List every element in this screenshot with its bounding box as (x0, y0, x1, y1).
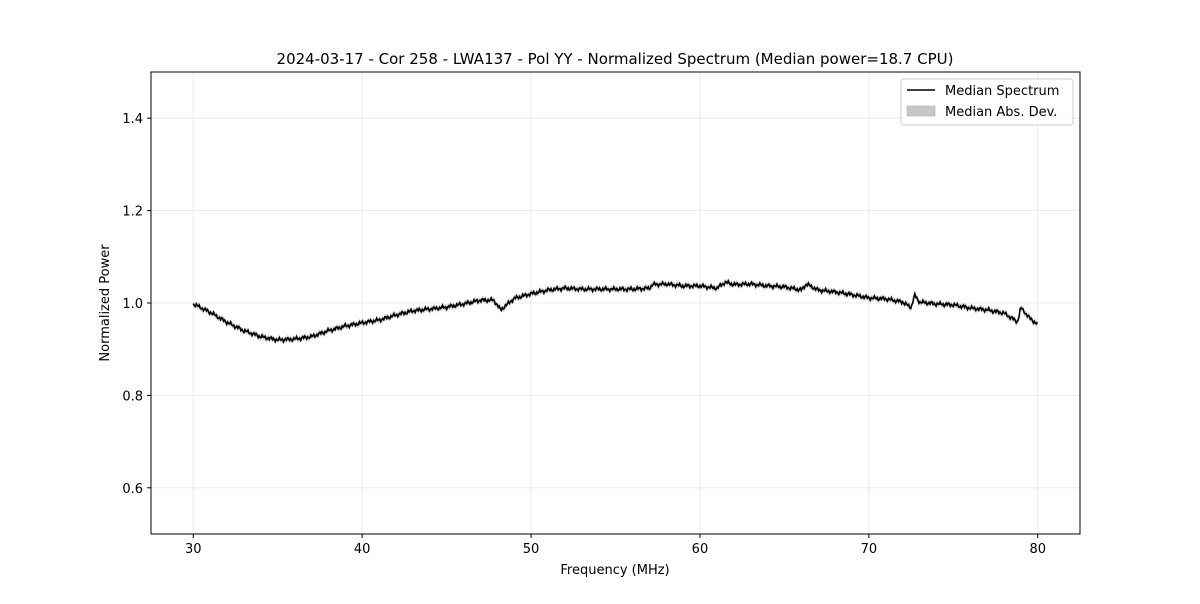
legend-box (900, 78, 1074, 126)
legend-label-median-spectrum: Median Spectrum (945, 84, 1059, 99)
y-tick-label: 1.4 (122, 112, 143, 127)
y-tick-label: 0.8 (122, 389, 143, 404)
mad-band (193, 278, 1038, 345)
legend-label-mad: Median Abs. Dev. (945, 105, 1057, 120)
y-tick-label: 0.6 (122, 482, 143, 497)
x-tick-label: 60 (692, 542, 709, 557)
x-axis-label: Frequency (MHz) (560, 563, 669, 578)
x-tick-label: 50 (523, 542, 540, 557)
y-axis-ticks: 0.6 0.8 1.0 1.2 1.4 (122, 112, 151, 497)
x-tick-label: 70 (861, 542, 878, 557)
x-tick-label: 80 (1029, 542, 1046, 557)
legend: Median Spectrum Median Abs. Dev. (900, 78, 1074, 126)
x-axis-ticks: 30 40 50 60 70 80 (185, 534, 1046, 557)
y-axis-label: Normalized Power (98, 244, 113, 362)
x-tick-label: 40 (354, 542, 371, 557)
y-tick-label: 1.0 (122, 297, 143, 312)
chart-title: 2024-03-17 - Cor 258 - LWA137 - Pol YY -… (277, 50, 954, 68)
median-spectrum-line (192, 278, 1039, 344)
x-tick-label: 30 (185, 542, 202, 557)
y-tick-label: 1.2 (122, 205, 143, 220)
legend-band-swatch (906, 105, 936, 117)
